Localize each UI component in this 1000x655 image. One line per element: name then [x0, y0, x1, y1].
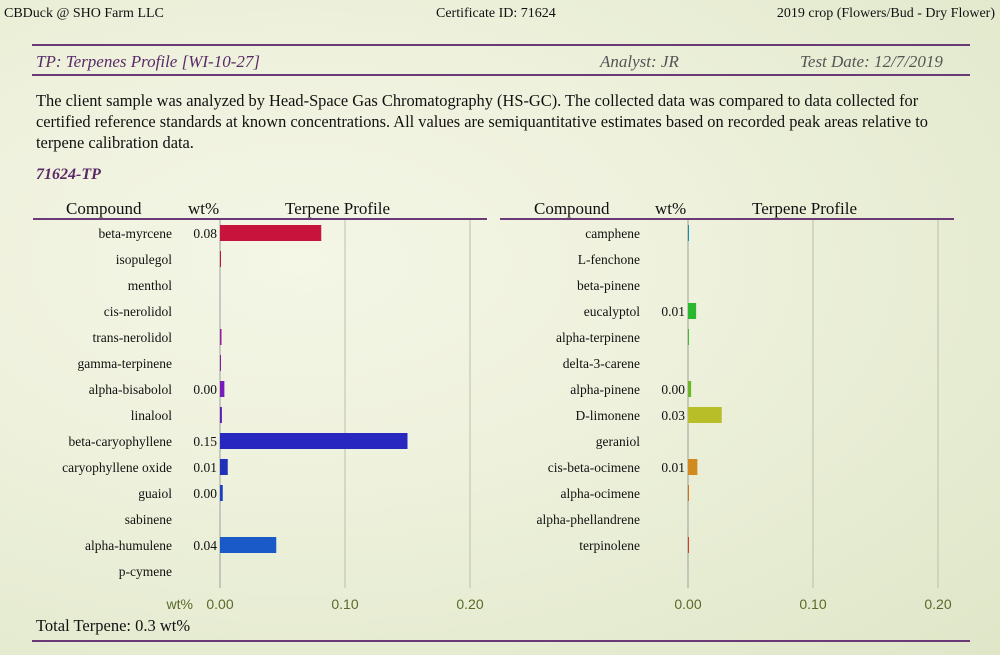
- left-compound-name: linalool: [131, 408, 172, 423]
- right-bar: [688, 485, 689, 501]
- right-compound-name: alpha-ocimene: [561, 486, 640, 501]
- left-wt-label: 0.00: [193, 486, 217, 501]
- left-bar: [220, 537, 277, 553]
- right-bar: [688, 329, 689, 345]
- left-compound-name: p-cymene: [119, 564, 172, 579]
- right-compound-name: eucalyptol: [584, 304, 640, 319]
- left-bar: [220, 433, 408, 449]
- left-wt-label: 0.04: [193, 538, 217, 553]
- header-company: CBDuck @ SHO Farm LLC: [4, 6, 164, 21]
- left-bar: [220, 355, 221, 371]
- left-compound-name: gamma-terpinene: [78, 356, 172, 371]
- left-compound-name: caryophyllene oxide: [62, 460, 172, 475]
- right-compound-name: alpha-phellandrene: [537, 512, 640, 527]
- header-certificate-id: Certificate ID: 71624: [436, 6, 556, 21]
- section-top-rule: [32, 44, 970, 46]
- left-wt-label: 0.08: [193, 226, 217, 241]
- right-compound-name: geraniol: [596, 434, 640, 449]
- left-compound-name: alpha-bisabolol: [89, 382, 172, 397]
- left-wt-label: 0.15: [193, 434, 217, 449]
- right-compound-name: camphene: [585, 226, 640, 241]
- left-profile-header: Terpene Profile: [285, 199, 391, 218]
- left-tick-label: 0.00: [206, 596, 233, 612]
- right-tick-label: 0.00: [674, 596, 701, 612]
- left-bar: [220, 407, 222, 423]
- left-bar: [220, 225, 322, 241]
- total-terpene: Total Terpene: 0.3 wt%: [36, 616, 191, 635]
- left-compound-header: Compound: [66, 199, 142, 218]
- left-wt-label: 0.01: [193, 460, 217, 475]
- left-compound-name: cis-nerolidol: [104, 304, 172, 319]
- right-compound-name: beta-pinene: [577, 278, 640, 293]
- right-profile-header: Terpene Profile: [752, 199, 858, 218]
- right-wt-label: 0.00: [661, 382, 685, 397]
- header-crop: 2019 crop (Flowers/Bud - Dry Flower): [776, 6, 995, 21]
- left-compound-name: menthol: [128, 278, 172, 293]
- right-bar: [688, 459, 698, 475]
- left-compound-name: guaiol: [138, 486, 172, 501]
- left-bar: [220, 459, 228, 475]
- right-wt-label: 0.01: [661, 304, 685, 319]
- right-wt-header: wt%: [655, 199, 687, 218]
- left-bar: [220, 381, 225, 397]
- test-date: Test Date: 12/7/2019: [800, 52, 943, 71]
- section-title: TP: Terpenes Profile [WI-10-27]: [36, 52, 260, 71]
- right-compound-name: alpha-terpinene: [556, 330, 640, 345]
- left-compound-name: beta-myrcene: [99, 226, 172, 241]
- right-bar: [688, 537, 689, 553]
- right-wt-label: 0.03: [661, 408, 685, 423]
- right-compound-name: L-fenchone: [578, 252, 640, 267]
- right-bar: [688, 407, 722, 423]
- left-tick-label: 0.20: [456, 596, 483, 612]
- left-x-axis-label: wt%: [166, 596, 193, 612]
- left-tick-label: 0.10: [331, 596, 358, 612]
- right-compound-name: alpha-pinene: [570, 382, 640, 397]
- left-compound-name: alpha-humulene: [85, 538, 172, 553]
- intro-text: The client sample was analyzed by Head-S…: [36, 91, 929, 152]
- right-tick-label: 0.10: [799, 596, 826, 612]
- right-bar: [688, 303, 697, 319]
- left-compound-name: trans-nerolidol: [93, 330, 173, 345]
- left-compound-name: beta-caryophyllene: [69, 434, 172, 449]
- right-compound-name: cis-beta-ocimene: [548, 460, 640, 475]
- sample-id: 71624-TP: [36, 166, 101, 183]
- right-compound-name: terpinolene: [579, 538, 640, 553]
- right-bar: [688, 381, 692, 397]
- left-bar: [220, 251, 221, 267]
- analyst: Analyst: JR: [600, 52, 679, 71]
- footer-rule: [32, 640, 970, 642]
- section-bottom-rule: [32, 74, 970, 76]
- right-compound-name: D-limonene: [576, 408, 640, 423]
- right-bar: [688, 225, 689, 241]
- right-tick-label: 0.20: [924, 596, 951, 612]
- left-wt-header: wt%: [188, 199, 220, 218]
- left-bar: [220, 329, 222, 345]
- left-bar: [220, 485, 223, 501]
- left-compound-name: sabinene: [125, 512, 172, 527]
- right-compound-name: delta-3-carene: [563, 356, 640, 371]
- right-wt-label: 0.01: [661, 460, 685, 475]
- left-compound-name: isopulegol: [116, 252, 172, 267]
- left-wt-label: 0.00: [193, 382, 217, 397]
- right-compound-header: Compound: [534, 199, 610, 218]
